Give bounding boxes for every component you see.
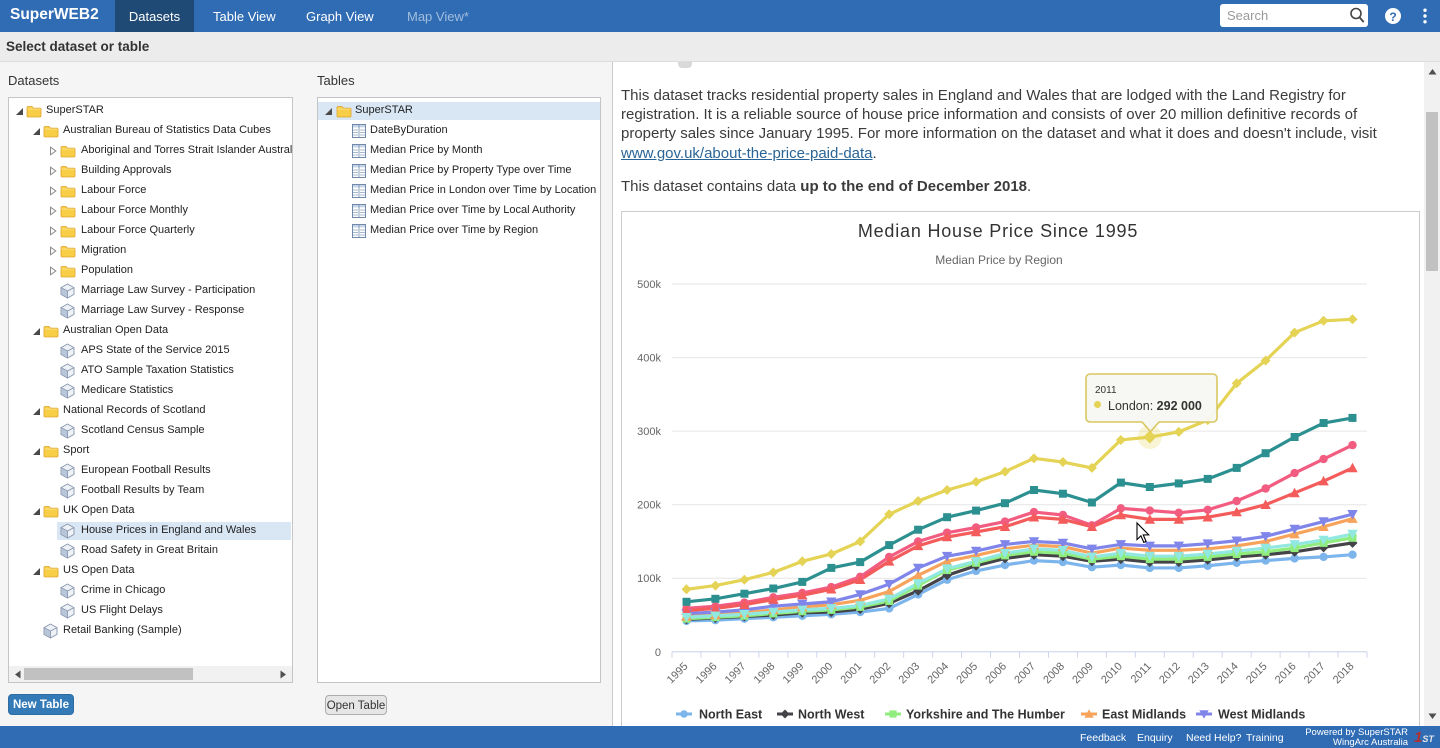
svg-text:Yorkshire and The Humber: Yorkshire and The Humber	[906, 708, 1065, 722]
svg-text:200k: 200k	[637, 500, 661, 512]
svg-text:West Midlands: West Midlands	[1218, 708, 1305, 722]
svg-text:London: 292 000: London: 292 000	[1108, 399, 1202, 413]
svg-text:300k: 300k	[637, 426, 661, 438]
svg-text:2011: 2011	[1095, 385, 1117, 396]
svg-text:East Midlands: East Midlands	[1102, 708, 1186, 722]
svg-text:North East: North East	[699, 708, 763, 722]
svg-text:North West: North West	[798, 708, 865, 722]
svg-text:100k: 100k	[637, 573, 661, 585]
svg-text:Median House Price Since 1995: Median House Price Since 1995	[858, 221, 1138, 241]
svg-text:Median Price by Region: Median Price by Region	[935, 253, 1062, 267]
svg-text:500k: 500k	[637, 279, 661, 291]
svg-text:0: 0	[655, 647, 661, 659]
svg-text:400k: 400k	[637, 353, 661, 365]
